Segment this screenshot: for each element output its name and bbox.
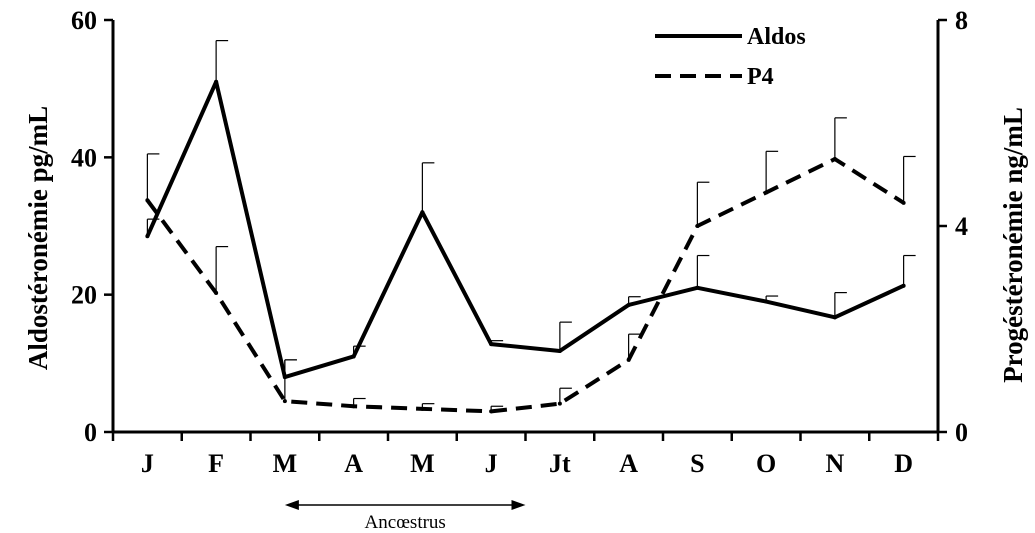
data-point <box>695 224 700 228</box>
data-point <box>557 401 562 406</box>
y2-tick-label: 8 <box>955 6 968 35</box>
data-point <box>214 79 219 84</box>
x-tick-label: O <box>756 449 776 478</box>
y2-tick-label: 4 <box>955 212 968 241</box>
data-point <box>145 234 150 239</box>
data-point <box>145 198 150 203</box>
data-point <box>420 406 425 411</box>
data-point <box>764 190 769 195</box>
x-tick-label: A <box>344 449 363 478</box>
data-point <box>695 285 700 290</box>
x-tick-label: M <box>410 449 435 478</box>
y-tick-label: 20 <box>71 281 97 310</box>
x-tick-label: D <box>894 449 913 478</box>
x-tick-label: A <box>619 449 638 478</box>
x-tick-label: Jt <box>549 449 571 478</box>
annotation-label: Ancœstrus <box>365 512 446 533</box>
x-tick-label: N <box>825 449 844 478</box>
data-point <box>764 299 769 304</box>
y-axis-title: Aldostéronémie pg/mL <box>23 106 53 370</box>
data-point <box>351 354 356 359</box>
y-tick-label: 40 <box>71 143 97 172</box>
legend: Aldos P4 <box>655 24 806 90</box>
x-tick-label: M <box>273 449 298 478</box>
y-tick-label: 60 <box>71 6 97 35</box>
series-p4 <box>145 117 916 414</box>
annotation-arrow-left <box>284 500 299 510</box>
data-point <box>832 315 837 320</box>
legend-label-p4: P4 <box>747 64 774 90</box>
legend-label-aldos: Aldos <box>747 24 806 50</box>
data-point <box>489 409 494 414</box>
anestrus-annotation: Ancœstrus <box>284 500 526 533</box>
data-point <box>901 283 906 288</box>
y-tick-label: 0 <box>84 418 97 447</box>
x-tick-label: J <box>485 449 498 478</box>
data-point <box>557 348 562 353</box>
series-aldos <box>145 39 916 380</box>
data-point <box>420 210 425 215</box>
series-line <box>145 79 905 380</box>
data-point <box>214 290 219 295</box>
data-point <box>626 302 631 307</box>
series-line <box>145 157 905 414</box>
data-point <box>351 404 356 409</box>
data-point <box>626 357 631 362</box>
x-tick-label: J <box>141 449 154 478</box>
x-tick-label: S <box>690 449 704 478</box>
data-point <box>489 342 494 347</box>
axes: J F M A M J Jt A S O N D 0 20 40 60 0 4 8 <box>71 6 968 478</box>
annotation-arrow-right <box>511 500 526 510</box>
data-point <box>901 200 906 205</box>
y2-axis-title: Progéstéronémie ng/mL <box>998 107 1028 383</box>
y2-tick-label: 0 <box>955 418 968 447</box>
data-point <box>282 399 287 404</box>
series-layer <box>145 39 916 414</box>
data-point <box>832 157 837 162</box>
x-tick-label: F <box>208 449 224 478</box>
